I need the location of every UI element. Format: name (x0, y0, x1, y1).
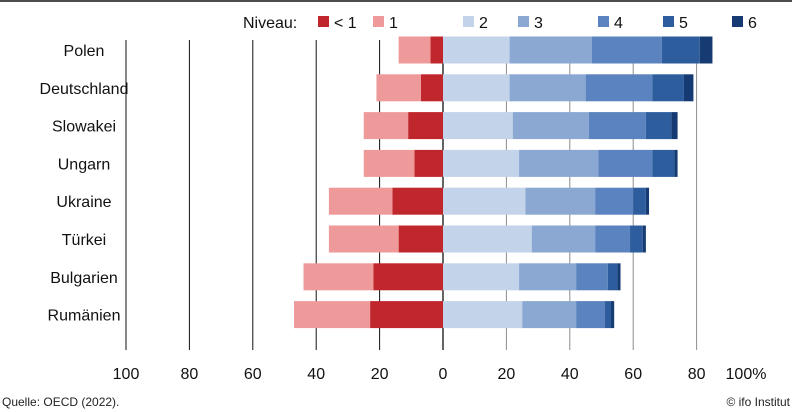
x-tick-label: 60 (624, 366, 642, 383)
bar-Rumänien-niveau-6 (611, 301, 615, 329)
x-tick-label: 100 (113, 366, 140, 383)
bar-Polen-niveau-3 (509, 36, 592, 64)
bar-Deutschland-niveau-2 (443, 74, 510, 102)
bar-Ukraine-niveau-4 (595, 187, 634, 215)
x-tick-label: 100% (726, 366, 767, 383)
bar-Polen-niveau-5 (661, 36, 700, 64)
x-tick-label: 20 (498, 366, 516, 383)
bar-Ungarn-niveau-3 (519, 149, 599, 177)
bar-Ukraine-niveau-1 (328, 187, 393, 215)
legend-label-< 1: < 1 (334, 15, 357, 32)
bar-Slowakei-niveau-3 (512, 112, 589, 140)
bar-Ungarn-niveau-6 (674, 149, 678, 177)
category-label: Türkei (62, 232, 106, 249)
bar-Türkei-niveau-2 (443, 225, 532, 253)
bar-Ukraine-niveau-2 (443, 187, 526, 215)
x-tick-label: 40 (307, 366, 325, 383)
bar-Türkei-niveau-3 (531, 225, 596, 253)
legend: Niveau: < 1 1 2 3 4 5 6 (243, 15, 757, 32)
bar-Türkei-niveau-6 (642, 225, 646, 253)
x-tick-label: 20 (371, 366, 389, 383)
category-label: Ungarn (58, 156, 110, 173)
bar-Bulgarien-niveau-2 (443, 263, 520, 291)
bar-Rumänien-niveau-1 (294, 301, 371, 329)
bar-Ukraine-niveau-6 (645, 187, 650, 215)
bar-Ungarn-niveau-1 (363, 149, 415, 177)
legend-title: Niveau: (243, 15, 297, 32)
legend-label-6: 6 (748, 15, 757, 32)
x-tick-label: 0 (439, 366, 448, 383)
bar-Bulgarien-niveau-6 (617, 263, 621, 291)
bars (294, 36, 713, 329)
legend-swatch-1 (373, 16, 384, 27)
bar-Slowakei-niveau-1 (363, 112, 409, 140)
bar-Deutschland-niveau-4 (585, 74, 653, 102)
bar-Deutschland-niveau-3 (509, 74, 586, 102)
legend-label-3: 3 (534, 15, 543, 32)
bar-Ukraine-niveau-< 1 (392, 187, 443, 215)
legend-swatch-3 (518, 16, 529, 27)
category-label: Bulgarien (50, 270, 118, 287)
bar-Türkei-niveau-1 (328, 225, 399, 253)
x-axis-tick-labels: 100 80 60 40 20 0 20 40 60 80 100% (113, 366, 767, 383)
bar-Deutschland-niveau-6 (683, 74, 694, 102)
category-label: Polen (64, 43, 105, 60)
bar-Ungarn-niveau-< 1 (414, 149, 443, 177)
legend-label-5: 5 (679, 15, 688, 32)
bar-Bulgarien-niveau-< 1 (373, 263, 443, 291)
bar-Deutschland-niveau-5 (652, 74, 684, 102)
bar-Bulgarien-niveau-1 (303, 263, 374, 291)
bar-Polen-niveau-1 (398, 36, 431, 64)
bar-Slowakei-niveau-2 (443, 112, 513, 140)
bar-Rumänien-niveau-4 (576, 301, 605, 329)
legend-swatch-5 (663, 16, 674, 27)
bar-Rumänien-niveau-3 (522, 301, 577, 329)
x-tick-label: 80 (688, 366, 706, 383)
bar-Ukraine-niveau-5 (633, 187, 646, 215)
bar-Slowakei-niveau-6 (671, 112, 678, 140)
bar-Türkei-niveau-5 (630, 225, 643, 253)
bar-Slowakei-niveau-4 (588, 112, 646, 140)
bar-Rumänien-niveau-< 1 (370, 301, 443, 329)
x-tick-label: 80 (181, 366, 199, 383)
bar-Polen-niveau-6 (699, 36, 713, 64)
bar-Türkei-niveau-4 (595, 225, 631, 253)
bar-Ungarn-niveau-4 (598, 149, 653, 177)
credit-note: © ifo Institut (726, 395, 790, 409)
bar-Polen-niveau-2 (443, 36, 510, 64)
bar-Ukraine-niveau-3 (525, 187, 596, 215)
bar-Bulgarien-niveau-4 (576, 263, 608, 291)
legend-swatch-4 (598, 16, 609, 27)
bar-Deutschland-niveau-1 (376, 74, 421, 102)
category-label: Deutschland (40, 81, 129, 98)
bar-Bulgarien-niveau-3 (519, 263, 577, 291)
bar-Türkei-niveau-< 1 (398, 225, 443, 253)
bar-Bulgarien-niveau-5 (607, 263, 618, 291)
x-tick-label: 40 (561, 366, 579, 383)
legend-swatch-2 (463, 16, 474, 27)
bar-Rumänien-niveau-2 (443, 301, 523, 329)
bar-Polen-niveau-4 (591, 36, 662, 64)
legend-label-4: 4 (614, 15, 623, 32)
bar-Ungarn-niveau-2 (443, 149, 520, 177)
bar-Ungarn-niveau-5 (652, 149, 675, 177)
x-tick-label: 60 (244, 366, 262, 383)
legend-swatch-6 (732, 16, 743, 27)
legend-label-2: 2 (479, 15, 488, 32)
legend-label-1: 1 (389, 15, 398, 32)
category-label: Slowakei (52, 119, 116, 136)
category-label: Rumänien (48, 308, 121, 325)
category-labels: Polen Deutschland Slowakei Ungarn Ukraine Tür… (40, 43, 129, 325)
bar-Slowakei-niveau-5 (645, 112, 672, 140)
legend-swatch-< 1 (318, 16, 329, 27)
bar-Deutschland-niveau-< 1 (420, 74, 443, 102)
bar-Rumänien-niveau-5 (604, 301, 612, 329)
source-note: Quelle: OECD (2022). (2, 395, 120, 409)
bar-Slowakei-niveau-< 1 (408, 112, 443, 140)
category-label: Ukraine (56, 194, 111, 211)
bar-Polen-niveau-< 1 (430, 36, 443, 64)
